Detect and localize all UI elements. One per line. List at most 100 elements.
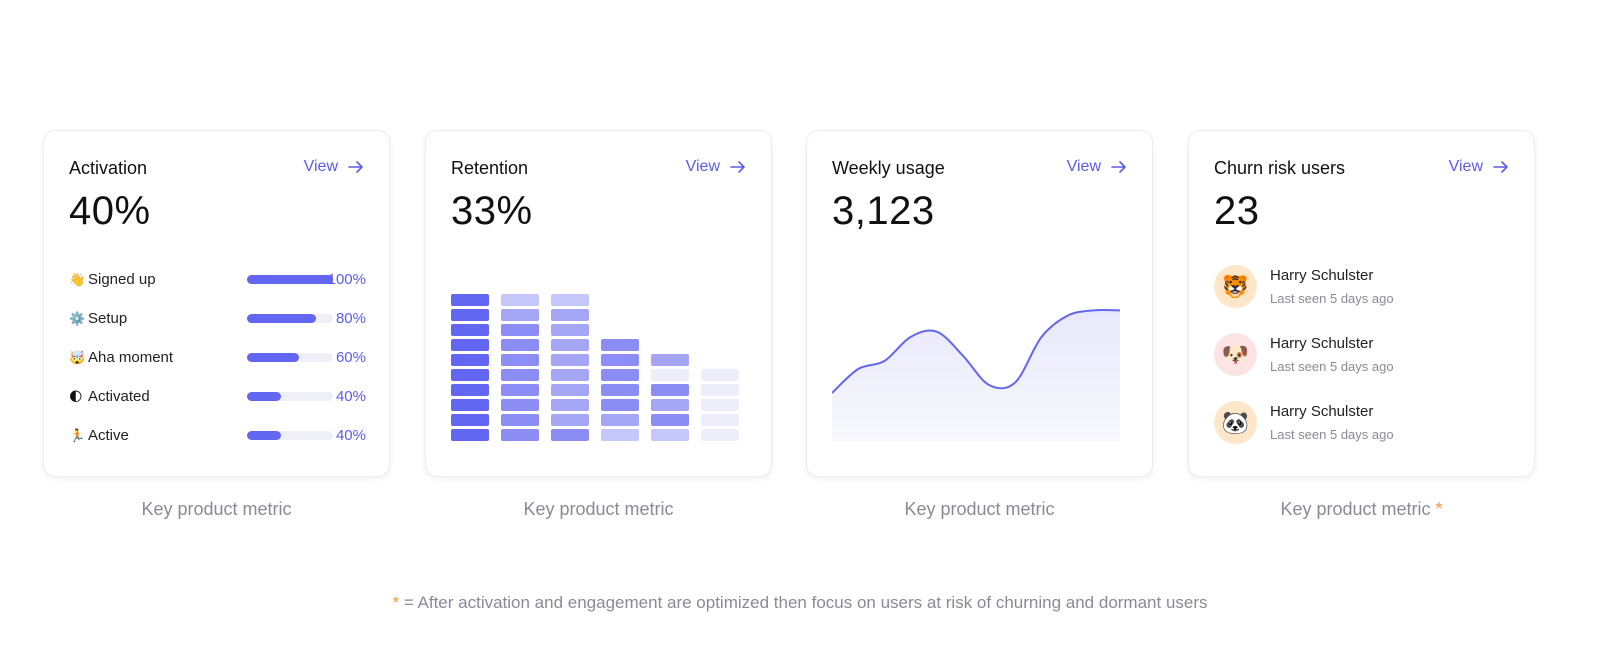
retention-metric: 33% [451, 189, 533, 233]
churn-user-item[interactable]: 🐯 Harry Schulster Last seen 5 days ago [1214, 265, 1511, 333]
avatar: 🐼 [1214, 401, 1257, 444]
step-progress-bar [247, 275, 333, 284]
retention-cell [651, 399, 689, 411]
retention-cohort-chart [451, 294, 739, 441]
retention-cell [601, 429, 639, 441]
weekly-usage-area-chart [832, 308, 1121, 441]
retention-cell [701, 399, 739, 411]
step-label: Activated [88, 388, 150, 405]
step-progress-bar [247, 431, 333, 440]
step-emoji-icon: 👋 [69, 272, 86, 287]
activation-metric: 40% [69, 189, 151, 233]
footnote-text: = After activation and engagement are op… [399, 593, 1208, 612]
step-emoji-icon: 🌓 [69, 389, 83, 404]
retention-cell [451, 354, 489, 366]
churn-user-list: 🐯 Harry Schulster Last seen 5 days ago 🐶 Har… [1214, 265, 1511, 469]
view-label: View [1066, 158, 1101, 175]
retention-cell [501, 429, 539, 441]
arrow-right-icon [348, 161, 363, 173]
arrow-right-icon [1493, 161, 1508, 173]
retention-cell [451, 384, 489, 396]
retention-cell [601, 339, 639, 351]
step-progress-fill [247, 353, 299, 362]
retention-cell [601, 384, 639, 396]
churn-user-item[interactable]: 🐼 Harry Schulster Last seen 5 days ago [1214, 401, 1511, 469]
step-progress-fill [247, 392, 282, 401]
retention-cell [501, 324, 539, 336]
retention-cell [551, 294, 589, 306]
step-progress-bar [247, 392, 333, 401]
retention-cell [501, 414, 539, 426]
retention-cell [701, 369, 739, 381]
asterisk-marker: * [392, 593, 400, 612]
retention-cell [501, 309, 539, 321]
retention-cell [451, 399, 489, 411]
user-name: Harry Schulster [1270, 267, 1374, 284]
retention-view-link[interactable]: View [686, 158, 746, 176]
caption-text: Key product metric [1280, 499, 1431, 519]
retention-cell [651, 384, 689, 396]
retention-cell [601, 369, 639, 381]
retention-cell [451, 324, 489, 336]
weekly-usage-view-link[interactable]: View [1067, 158, 1127, 176]
step-percent: 40% [335, 427, 366, 444]
user-last-seen: Last seen 5 days ago [1270, 291, 1394, 306]
retention-cell [501, 384, 539, 396]
step-label: Aha moment [88, 349, 174, 366]
card-title: Activation [69, 158, 148, 178]
step-percent: 60% [335, 349, 366, 366]
funnel-step: 🌓 Activated 40% [69, 386, 366, 425]
step-progress-fill [247, 275, 333, 284]
step-percent: 100% [327, 271, 366, 288]
activation-card: Activation View 40% 👋 Signed up 100% ⚙️ Setu… [43, 130, 390, 477]
step-label: Setup [88, 310, 128, 327]
retention-cell [451, 429, 489, 441]
avatar: 🐶 [1214, 333, 1257, 376]
card-caption: Key product metric [904, 499, 1055, 519]
step-emoji-icon: 🏃 [69, 428, 86, 443]
retention-cell [651, 354, 689, 366]
retention-cell [501, 294, 539, 306]
avatar: 🐯 [1214, 265, 1257, 308]
retention-cell [701, 414, 739, 426]
user-last-seen: Last seen 5 days ago [1270, 427, 1394, 442]
card-title: Retention [451, 158, 529, 178]
retention-cell [451, 339, 489, 351]
step-percent: 80% [335, 310, 366, 327]
funnel-step: 🤯 Aha moment 60% [69, 347, 366, 386]
retention-cell [651, 429, 689, 441]
retention-cell [501, 339, 539, 351]
step-progress-bar [247, 314, 333, 323]
funnel-step: ⚙️ Setup 80% [69, 308, 366, 347]
step-progress-fill [247, 314, 316, 323]
retention-cell [451, 294, 489, 306]
retention-cell [551, 384, 589, 396]
asterisk-marker: * [1435, 499, 1443, 519]
user-last-seen: Last seen 5 days ago [1270, 359, 1394, 374]
churn-user-item[interactable]: 🐶 Harry Schulster Last seen 5 days ago [1214, 333, 1511, 401]
retention-cell [501, 399, 539, 411]
activation-column: Activation View 40% 👋 Signed up 100% ⚙️ Setu… [43, 130, 390, 520]
retention-cell [601, 354, 639, 366]
churn-view-link[interactable]: View [1449, 158, 1509, 176]
card-title: Churn risk users [1214, 158, 1346, 178]
arrow-right-icon [730, 161, 745, 173]
funnel-step: 🏃 Active 40% [69, 425, 366, 464]
view-label: View [1448, 158, 1483, 175]
activation-view-link[interactable]: View [304, 158, 364, 176]
card-caption: Key product metric [141, 499, 292, 519]
arrow-right-icon [1111, 161, 1126, 173]
retention-card: Retention View 33% [425, 130, 772, 477]
retention-cell [451, 309, 489, 321]
step-progress-bar [247, 353, 333, 362]
churn-metric: 23 [1214, 189, 1260, 233]
view-label: View [303, 158, 338, 175]
retention-cell [551, 414, 589, 426]
retention-cell [451, 369, 489, 381]
card-caption: Key product metric [523, 499, 674, 519]
weekly-usage-metric: 3,123 [832, 189, 935, 233]
retention-cell [551, 369, 589, 381]
usage-line [832, 308, 1121, 394]
retention-cell [501, 369, 539, 381]
card-title: Weekly usage [832, 158, 945, 178]
